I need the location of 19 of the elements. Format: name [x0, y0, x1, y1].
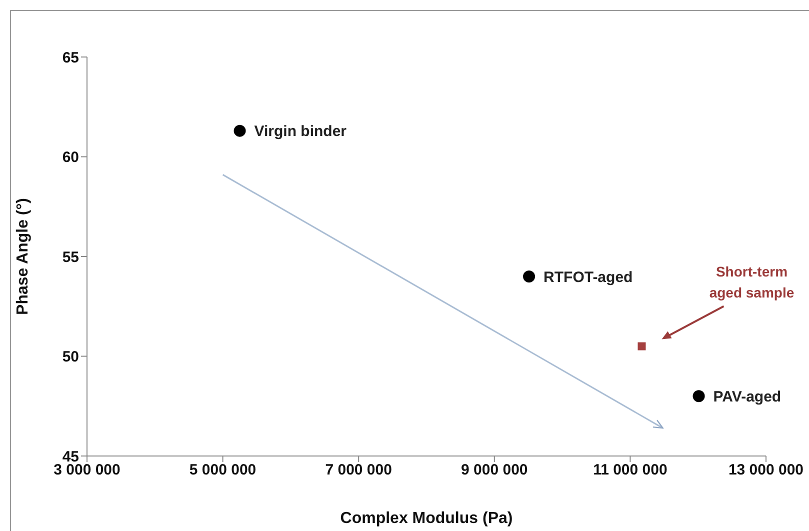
x-axis-title: Complex Modulus (Pa) [340, 510, 513, 527]
point [234, 124, 246, 137]
y-axis-title: Phase Angle (°) [14, 198, 32, 315]
series-label: PAV-aged [713, 388, 782, 406]
y-tick-label: 50 [62, 348, 79, 366]
point [523, 270, 536, 282]
x-tick-label: 11 000 000 [593, 462, 668, 479]
annotation: Short-term aged sample [709, 263, 794, 300]
series-label: RTFOT-aged [544, 268, 633, 286]
point [692, 390, 705, 402]
x-tick-label: 13 000 000 [728, 462, 804, 479]
y-tick-label: 65 [62, 49, 79, 66]
x-tick-label: 5 000 000 [189, 462, 256, 479]
series-label: Virgin binder [254, 123, 347, 140]
point [638, 342, 646, 350]
y-tick-label: 55 [62, 248, 79, 266]
x-tick-label: 9 000 000 [461, 462, 528, 479]
y-tick-label: 60 [62, 149, 79, 166]
x-tick-label: 7 000 000 [325, 462, 392, 479]
